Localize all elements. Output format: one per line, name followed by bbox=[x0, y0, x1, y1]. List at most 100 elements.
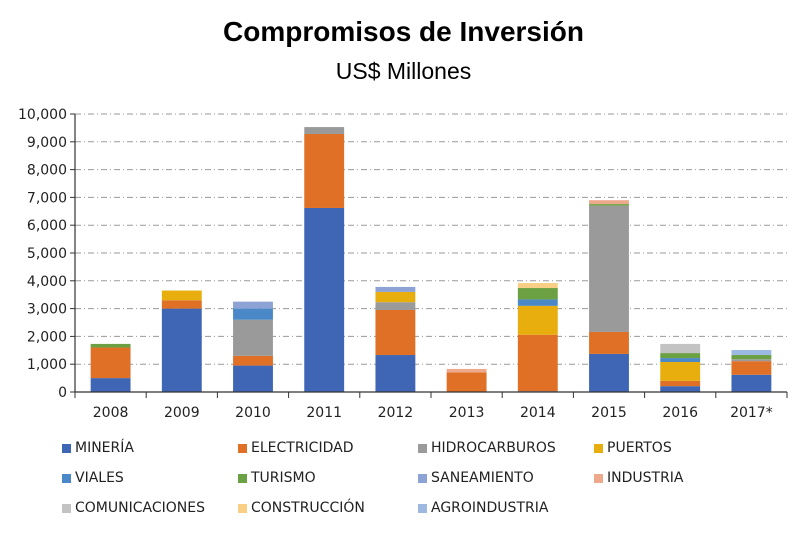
bar-stack-2008 bbox=[90, 343, 131, 392]
legend-item: TURISMO bbox=[238, 470, 316, 486]
legend-swatch bbox=[594, 473, 603, 483]
bar-segment-turismo bbox=[517, 288, 558, 300]
bar-segment-electricidad bbox=[589, 331, 629, 354]
bar-segment-saneamiento bbox=[375, 286, 416, 292]
axes bbox=[70, 113, 788, 398]
chart-title: Compromisos de Inversión bbox=[223, 16, 584, 47]
bar-stack-2016 bbox=[660, 343, 701, 392]
bar-segment-saneamiento bbox=[233, 301, 273, 309]
bar-segment-minería bbox=[304, 207, 345, 392]
bar-segment-minería bbox=[161, 308, 202, 392]
bar-segment-minería bbox=[375, 355, 416, 392]
legend-swatch bbox=[594, 443, 603, 453]
bar-segment-hidrocarburos bbox=[375, 302, 416, 310]
bar-segment-comunicaciones bbox=[660, 343, 701, 354]
y-tick-label: 9,000 bbox=[27, 135, 67, 151]
chart-subtitle: US$ Millones bbox=[335, 58, 472, 84]
bar-segment-turismo bbox=[660, 353, 701, 359]
bar-segment-hidrocarburos bbox=[233, 319, 273, 356]
bar-segment-puertos bbox=[517, 305, 558, 335]
legend-label: CONSTRUCCIÓN bbox=[251, 500, 365, 516]
bar-segment-viales bbox=[660, 358, 701, 362]
bar-segment-electricidad bbox=[161, 300, 202, 309]
legend-label: AGROINDUSTRIA bbox=[431, 500, 549, 516]
legend-item: PUERTOS bbox=[594, 440, 672, 456]
bar-stack-2013 bbox=[446, 368, 487, 392]
bar-stack-2012 bbox=[375, 286, 416, 392]
legend-item: MINERÍA bbox=[62, 440, 134, 456]
bar-segment-minería bbox=[660, 386, 701, 392]
legend-swatch bbox=[238, 503, 247, 513]
legend-label: SANEAMIENTO bbox=[431, 470, 534, 486]
legend-label: COMUNICACIONES bbox=[75, 500, 205, 516]
bar-stack-2010 bbox=[233, 301, 273, 392]
bar-segment-turismo bbox=[731, 355, 772, 360]
x-tick-label: 2013 bbox=[449, 405, 485, 421]
legend-label: MINERÍA bbox=[75, 440, 134, 456]
legend-swatch bbox=[62, 443, 71, 453]
y-tick-label: 7,000 bbox=[27, 190, 67, 206]
legend-item: HIDROCARBUROS bbox=[418, 440, 556, 456]
bar-segment-viales bbox=[233, 308, 273, 320]
bar-segment-agroindustria bbox=[731, 350, 772, 356]
bar-stack-2015 bbox=[589, 200, 629, 392]
legend-swatch bbox=[62, 473, 71, 483]
bar-segment-electricidad bbox=[233, 355, 273, 366]
legend-label: HIDROCARBUROS bbox=[431, 440, 556, 456]
x-tick-label: 2014 bbox=[520, 405, 556, 421]
x-tick-labels: 2008 2009 2010 2011 2012 2013 2014 2015 2016 2017… bbox=[93, 405, 773, 421]
y-tick-label: 8,000 bbox=[27, 163, 67, 179]
x-tick-label: 2011 bbox=[306, 405, 342, 421]
bar-segment-electricidad bbox=[375, 309, 416, 356]
bar-segment-construcción bbox=[517, 283, 558, 289]
bar-segment-hidrocarburos bbox=[731, 359, 772, 362]
legend-item: SANEAMIENTO bbox=[418, 470, 534, 486]
y-tick-labels: 0 1,000 2,000 3,000 4,000 5,000 6,000 7,000 8,00… bbox=[18, 107, 67, 401]
y-tick-label: 4,000 bbox=[27, 274, 67, 290]
bar-segment-electricidad bbox=[731, 361, 772, 375]
legend-swatch bbox=[418, 503, 427, 513]
y-tick-label: 3,000 bbox=[27, 302, 67, 318]
bar-segment-minería bbox=[90, 378, 131, 392]
legend-label: INDUSTRIA bbox=[607, 470, 684, 486]
legend-item: ELECTRICIDAD bbox=[238, 440, 353, 456]
bar-segment-industria bbox=[446, 368, 487, 373]
y-tick-label: 6,000 bbox=[27, 218, 67, 234]
legend-label: PUERTOS bbox=[607, 440, 672, 456]
legend-item: CONSTRUCCIÓN bbox=[238, 500, 365, 516]
x-tick-label: 2017* bbox=[730, 405, 773, 421]
bar-segment-electricidad bbox=[660, 380, 701, 387]
y-tick-label: 2,000 bbox=[27, 329, 67, 345]
bar-segment-hidrocarburos bbox=[304, 127, 345, 135]
legend-swatch bbox=[418, 473, 427, 483]
bar-segment-industria bbox=[589, 200, 629, 205]
bar-segment-hidrocarburos bbox=[589, 205, 629, 332]
y-tick-label: 10,000 bbox=[18, 107, 67, 123]
bar-segment-minería bbox=[233, 365, 273, 392]
x-tick-label: 2015 bbox=[591, 405, 627, 421]
bar-segment-puertos bbox=[161, 290, 202, 301]
bar-segment-minería bbox=[589, 353, 629, 392]
bar-stack-2011 bbox=[304, 127, 345, 392]
bar-stack-2014 bbox=[517, 283, 558, 392]
bars bbox=[90, 127, 772, 392]
legend-swatch bbox=[418, 443, 427, 453]
legend-swatch bbox=[62, 503, 71, 513]
x-tick-label: 2008 bbox=[93, 405, 129, 421]
bar-stack-2017 bbox=[731, 350, 772, 392]
legend-item: INDUSTRIA bbox=[594, 470, 684, 486]
y-tick-label: 0 bbox=[58, 385, 67, 401]
x-tick-label: 2009 bbox=[164, 405, 200, 421]
bar-segment-electricidad bbox=[90, 347, 131, 379]
legend-label: ELECTRICIDAD bbox=[251, 440, 354, 456]
bar-segment-puertos bbox=[375, 291, 416, 303]
legend-item: AGROINDUSTRIA bbox=[418, 500, 548, 516]
legend-label: VIALES bbox=[75, 470, 124, 486]
legend-swatch bbox=[238, 443, 247, 453]
legend-swatch bbox=[238, 473, 247, 483]
bar-segment-viales bbox=[517, 299, 558, 306]
y-tick-label: 1,000 bbox=[27, 357, 67, 373]
x-tick-label: 2012 bbox=[378, 405, 414, 421]
x-tick-label: 2016 bbox=[662, 405, 698, 421]
